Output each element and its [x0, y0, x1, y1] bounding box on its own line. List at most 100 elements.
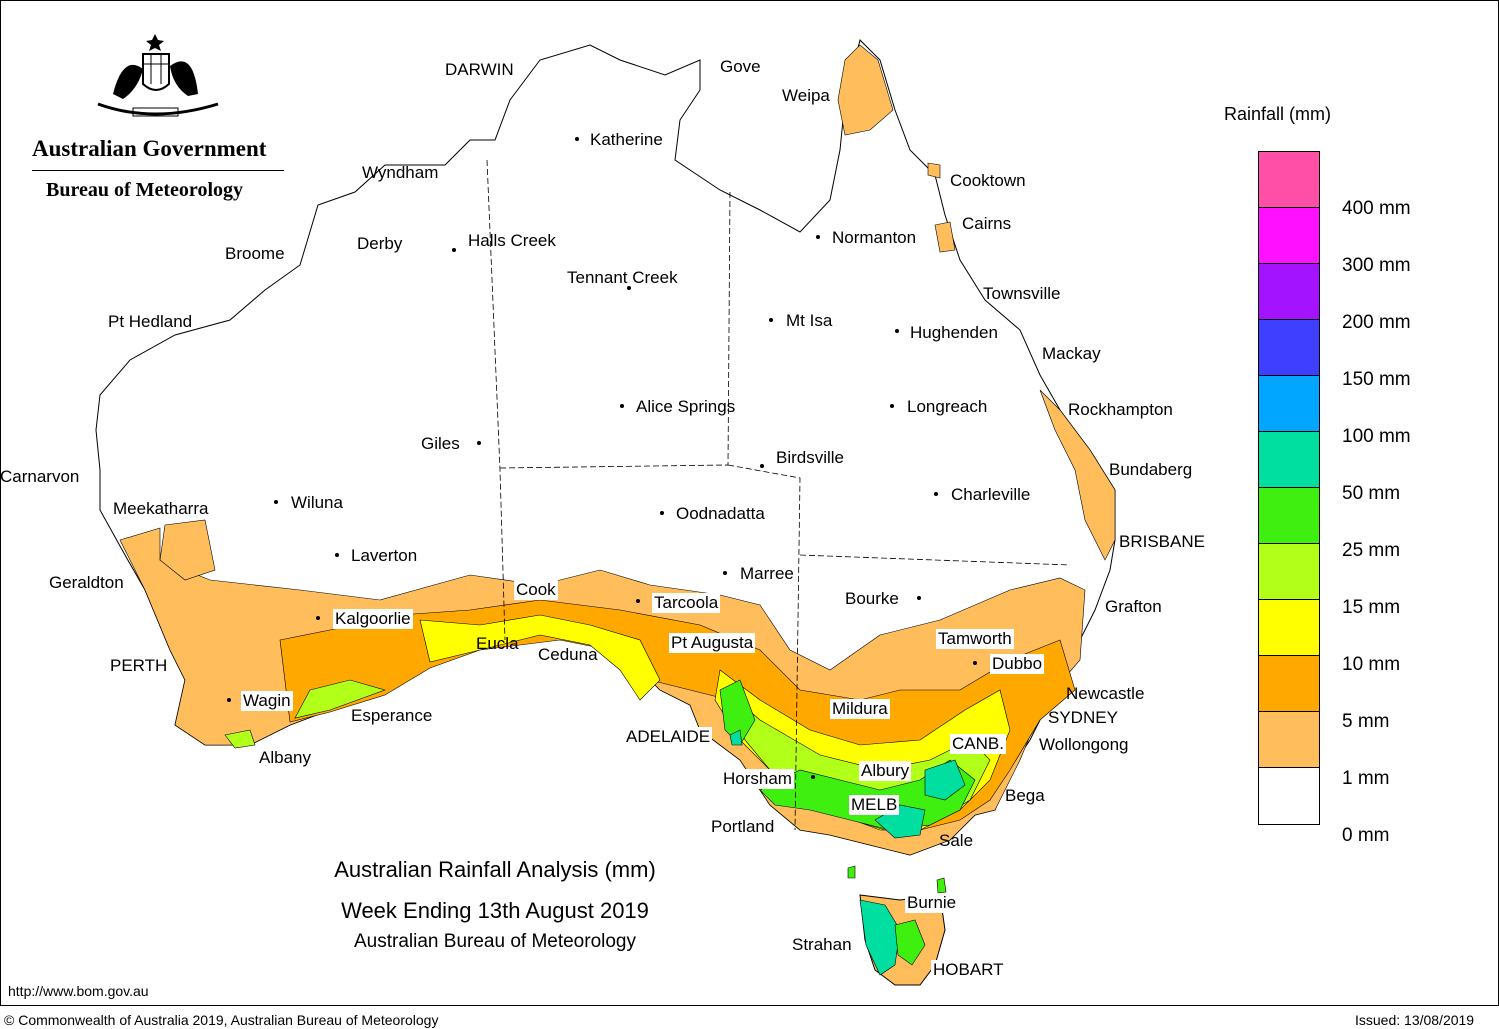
place-label-alice-springs: Alice Springs — [636, 397, 736, 416]
flinders-island — [936, 877, 947, 894]
place-label-grafton: Grafton — [1105, 597, 1162, 616]
place-label-mildura: Mildura — [830, 699, 890, 719]
place-label-bourke: Bourke — [845, 589, 899, 608]
place-label-cairns: Cairns — [962, 214, 1012, 233]
legend-label: 5 mm — [1342, 711, 1390, 732]
place-marker — [227, 698, 231, 702]
map-title: Australian Rainfall Analysis (mm) — [334, 857, 656, 882]
legend-label: 100 mm — [1342, 426, 1411, 447]
legend-swatch — [1259, 152, 1319, 208]
place-label-hobart: HOBART — [931, 960, 1006, 980]
legend-label: 150 mm — [1342, 369, 1411, 390]
place-label-albury: Albury — [859, 761, 912, 781]
place-label-broome: Broome — [225, 244, 285, 263]
place-marker — [934, 492, 938, 496]
issued-date: Issued: 13/08/2019 — [1355, 1012, 1475, 1028]
place-marker — [627, 286, 631, 290]
place-marker — [895, 329, 899, 333]
place-label-sale: Sale — [939, 831, 974, 850]
place-label-laverton: Laverton — [351, 546, 418, 565]
legend-swatch — [1259, 600, 1319, 656]
place-label-perth: PERTH — [110, 656, 168, 675]
place-label-melb: MELB — [849, 795, 900, 815]
place-label-charleville: Charleville — [951, 485, 1031, 504]
place-label-pt-augusta: Pt Augusta — [669, 633, 756, 653]
place-marker — [769, 318, 773, 322]
place-label-bega: Bega — [1005, 786, 1045, 805]
place-marker — [316, 616, 320, 620]
place-marker — [274, 500, 278, 504]
legend-swatch — [1259, 320, 1319, 376]
place-label-kalgoorlie: Kalgoorlie — [333, 609, 413, 629]
place-label-darwin: DARWIN — [445, 60, 514, 79]
place-label-oodnadatta: Oodnadatta — [676, 504, 765, 523]
place-marker — [723, 571, 727, 575]
place-label-burnie: Burnie — [905, 893, 959, 913]
place-label-canb: CANB. — [950, 734, 1006, 754]
place-label-wagin: Wagin — [241, 691, 293, 711]
legend-label: 300 mm — [1342, 255, 1411, 276]
place-label-cook: Cook — [514, 580, 558, 600]
rain-zone-15mm-wa — [294, 679, 386, 719]
government-name: Australian Government — [32, 136, 267, 161]
place-label-eucla: Eucla — [476, 634, 519, 653]
place-label-sydney: SYDNEY — [1048, 708, 1118, 727]
legend-label: 200 mm — [1342, 312, 1411, 333]
rain-zone-10mm-sa — [419, 614, 661, 701]
place-label-derby: Derby — [357, 234, 403, 253]
rain-zone-50mm-alps — [924, 759, 966, 801]
place-label-gove: Gove — [720, 57, 761, 76]
rain-zone-1mm-capeyork — [837, 44, 894, 136]
logo-divider — [32, 170, 284, 171]
tasmania-west-25mm — [859, 899, 901, 976]
map-period: Week Ending 13th August 2019 — [341, 898, 649, 923]
place-label-rockhampton: Rockhampton — [1068, 400, 1173, 419]
website-url[interactable]: http://www.bom.gov.au — [8, 983, 149, 999]
place-label-brisbane: BRISBANE — [1119, 532, 1205, 551]
place-label-horsham: Horsham — [721, 769, 794, 789]
legend-colorbar — [1258, 151, 1320, 825]
place-label-meekatharra: Meekatharra — [113, 499, 209, 518]
place-marker — [973, 661, 977, 665]
place-label-tarcoola: Tarcoola — [652, 593, 721, 613]
rain-zone-1mm-cooktown — [927, 162, 941, 179]
place-marker — [477, 441, 481, 445]
place-label-townsville: Townsville — [983, 284, 1061, 303]
place-label-ceduna: Ceduna — [538, 645, 598, 664]
tasmania-center-15mm — [894, 919, 926, 966]
place-label-albany: Albany — [259, 748, 311, 767]
place-label-hughenden: Hughenden — [910, 323, 998, 342]
legend-label: 50 mm — [1342, 483, 1401, 504]
legend-swatch — [1259, 208, 1319, 264]
rain-zone-15mm-albany — [224, 729, 256, 749]
rain-zone-1mm-qld-coast — [1039, 389, 1116, 561]
place-label-geraldton: Geraldton — [49, 573, 124, 592]
legend-title: Rainfall (mm) — [1224, 104, 1332, 124]
place-marker — [890, 404, 894, 408]
place-marker — [760, 464, 764, 468]
place-label-newcastle: Newcastle — [1066, 684, 1145, 703]
place-marker — [452, 248, 456, 252]
place-marker — [816, 235, 820, 239]
place-label-longreach: Longreach — [907, 397, 988, 416]
place-marker — [575, 137, 579, 141]
state-borders — [486, 159, 1071, 831]
place-label-normanton: Normanton — [832, 228, 917, 247]
place-label-cooktown: Cooktown — [950, 171, 1026, 190]
place-label-birdsville: Birdsville — [776, 448, 845, 467]
place-marker — [335, 553, 339, 557]
legend-label: 15 mm — [1342, 597, 1401, 618]
place-marker — [660, 511, 664, 515]
legend-label: 1 mm — [1342, 768, 1390, 789]
place-label-carnarvon: Carnarvon — [0, 467, 80, 486]
legend-label: 0 mm — [1342, 825, 1390, 846]
legend-label: 10 mm — [1342, 654, 1401, 675]
place-label-mackay: Mackay — [1042, 344, 1101, 363]
place-label-katherine: Katherine — [590, 130, 663, 149]
place-label-giles: Giles — [421, 434, 460, 453]
copyright: © Commonwealth of Australia 2019, Austra… — [4, 1012, 439, 1028]
place-label-tennant-creek: Tennant Creek — [567, 268, 678, 287]
place-marker — [917, 596, 921, 600]
bureau-name: Bureau of Meteorology — [46, 179, 244, 201]
rain-zone-50mm-sa — [729, 729, 743, 746]
